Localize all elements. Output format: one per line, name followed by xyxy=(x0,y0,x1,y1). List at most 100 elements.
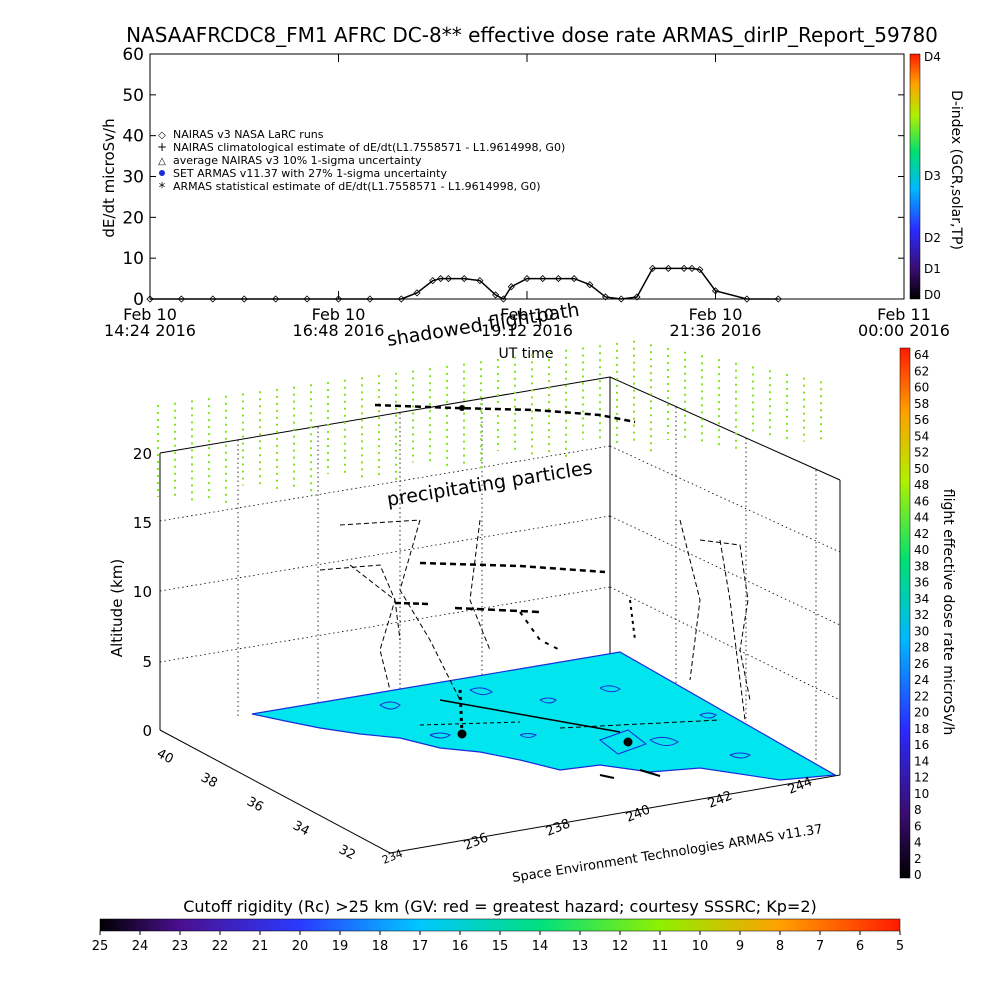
legend-item: ◇ NAIRAS v3 NASA LaRC runs xyxy=(158,128,324,141)
dose-rate-tick: 20 xyxy=(914,706,929,720)
dose-rate-tick: 38 xyxy=(914,559,929,573)
latitude-ticks: 40 38 36 34 32 xyxy=(154,746,358,863)
series-point xyxy=(240,295,248,303)
series-point xyxy=(554,275,562,283)
cutoff-rigidity-tick: 7 xyxy=(816,939,824,954)
cutoff-rigidity-tick: 5 xyxy=(896,939,904,954)
longitude-ticks: 234 236 238 240 242 244 xyxy=(380,775,814,867)
top-y-tick-label: 60 xyxy=(122,45,144,65)
dose-rate-tick: 16 xyxy=(914,738,929,752)
series-point xyxy=(437,275,445,283)
top-y-axis-label: dE/dt microSv/h xyxy=(100,118,118,237)
altitude-ticks: 0 5 10 15 20 xyxy=(133,445,152,740)
series-point xyxy=(664,264,672,272)
legend-item: △ average NAIRAS v3 10% 1-sigma uncertai… xyxy=(158,154,422,167)
series-point xyxy=(460,275,468,283)
altitude-tick: 0 xyxy=(142,722,152,740)
dose-rate-tick: 46 xyxy=(914,494,929,508)
series-point xyxy=(774,295,782,303)
annotation-shadowed-flightpath: shadowed flightpath xyxy=(385,299,581,351)
cutoff-rigidity-colorbar xyxy=(99,918,901,932)
series-point xyxy=(209,295,217,303)
dose-rate-tick: 10 xyxy=(914,787,929,801)
cutoff-rigidity-tick: 8 xyxy=(776,939,784,954)
legend-item: * ARMAS statistical estimate of dE/dt(L1… xyxy=(159,180,541,196)
top-x-tick-time: 19:12 2016 xyxy=(481,321,573,340)
top-y-tick-label: 30 xyxy=(122,168,144,188)
d-index-tick: D1 xyxy=(924,262,941,276)
dose-rate-tick: 26 xyxy=(914,657,929,671)
cutoff-rigidity-label: Cutoff rigidity (Rc) >25 km (GV: red = g… xyxy=(183,897,817,916)
series-point xyxy=(429,277,437,285)
series-line xyxy=(150,267,779,300)
cutoff-rigidity-tick: 24 xyxy=(132,939,149,954)
dose-rate-tick: 34 xyxy=(914,592,929,606)
dose-rate-tick: 0 xyxy=(914,868,922,882)
dose-rate-tick: 58 xyxy=(914,397,929,411)
dose-rate-tick: 4 xyxy=(914,836,922,850)
dose-rate-tick: 52 xyxy=(914,446,929,460)
series-point xyxy=(499,295,508,303)
legend-label: SET ARMAS v11.37 with 27% 1-sigma uncert… xyxy=(173,167,447,180)
dose-rate-tick: 32 xyxy=(914,608,929,622)
altitude-tick: 10 xyxy=(133,583,152,601)
legend-symbol: * xyxy=(159,181,166,196)
dose-rate-tick: 24 xyxy=(914,673,929,687)
dose-rate-tick: 56 xyxy=(914,413,929,427)
longitude-tick: 240 xyxy=(624,803,653,826)
cutoff-rigidity-tick: 25 xyxy=(92,939,109,954)
series-point xyxy=(444,275,453,283)
legend-label: ARMAS statistical estimate of dE/dt(L1.7… xyxy=(173,180,540,193)
legend-symbol: ◇ xyxy=(158,130,166,141)
series-point xyxy=(507,283,515,291)
cutoff-rigidity-tick: 16 xyxy=(452,939,469,954)
longitude-tick: 242 xyxy=(706,789,735,812)
top-x-tick-time: 21:36 2016 xyxy=(670,321,762,340)
legend-label: average NAIRAS v3 10% 1-sigma uncertaint… xyxy=(173,154,422,167)
cutoff-rigidity-tick: 11 xyxy=(652,939,669,954)
dose-rate-tick: 54 xyxy=(914,429,929,443)
dose-rate-tick: 22 xyxy=(914,689,929,703)
top-y-tick-label: 50 xyxy=(122,86,144,106)
series-point xyxy=(711,287,720,295)
altitude-tick: 20 xyxy=(133,445,152,463)
legend-item: SET ARMAS v11.37 with 27% 1-sigma uncert… xyxy=(159,167,447,180)
series-point xyxy=(633,293,641,301)
dose-rate-tick: 36 xyxy=(914,576,929,590)
cutoff-rigidity-tick: 19 xyxy=(332,939,349,954)
box-frame xyxy=(159,376,841,854)
legend-blue-dot xyxy=(159,170,165,176)
cutoff-rigidity-tick: 17 xyxy=(412,939,429,954)
dose-rate-tick: 12 xyxy=(914,771,929,785)
altitude-tick: 15 xyxy=(133,514,152,532)
legend: ◇ NAIRAS v3 NASA LaRC runs + NAIRAS clim… xyxy=(157,128,565,196)
series-point xyxy=(303,295,311,303)
top-y-tick-label: 20 xyxy=(122,208,144,228)
dose-rate-tick: 60 xyxy=(914,381,929,395)
latitude-tick: 38 xyxy=(198,770,220,791)
top-x-axis-label: UT time xyxy=(499,346,554,362)
flight-path-marker xyxy=(459,405,465,411)
series-point xyxy=(366,295,374,303)
cutoff-rigidity-ticks: 25 24 23 22 21 20 19 18 17 16 15 14 13 12 11 10 9 8 7 6 5 xyxy=(92,931,904,954)
cutoff-rigidity-tick: 20 xyxy=(292,939,309,954)
legend-symbol: △ xyxy=(158,156,166,167)
d-index-tick: D0 xyxy=(924,288,941,302)
dose-rate-tick: 40 xyxy=(914,543,929,557)
longitude-tick: 236 xyxy=(462,831,491,854)
series-point xyxy=(492,291,500,299)
dose-rate-tick: 8 xyxy=(914,803,922,817)
series-point xyxy=(696,266,704,274)
dose-rate-tick: 48 xyxy=(914,478,929,492)
dose-rate-label: flight effective dose rate microSv/h xyxy=(940,489,956,735)
legend-item: + NAIRAS climatological estimate of dE/d… xyxy=(157,140,565,154)
cutoff-rigidity-tick: 15 xyxy=(492,939,509,954)
track-shadow xyxy=(419,689,721,779)
dose-rate-ticks: 6462605856545250484644424038363432302826… xyxy=(914,348,929,882)
latitude-tick: 32 xyxy=(336,842,358,863)
dose-rate-tick: 50 xyxy=(914,462,929,476)
d-index-tick: D3 xyxy=(924,169,941,183)
dose-rate-tick: 44 xyxy=(914,511,929,525)
top-x-tick-time: 00:00 2016 xyxy=(858,321,950,340)
